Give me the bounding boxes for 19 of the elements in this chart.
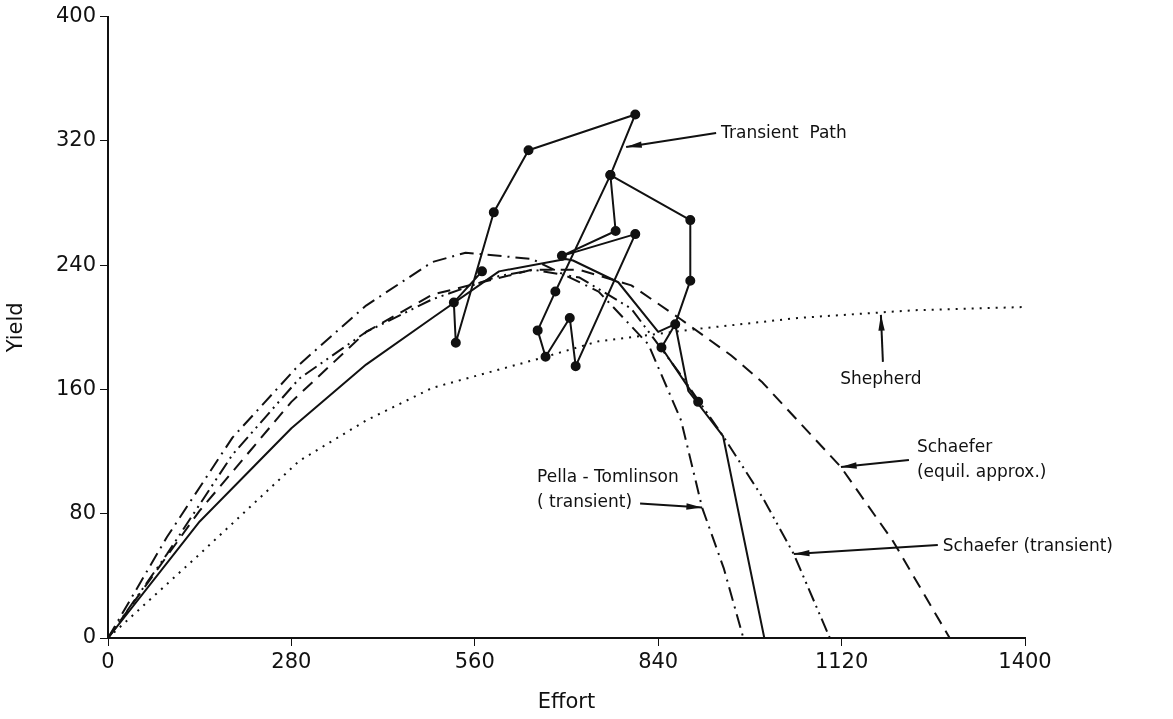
annotation: Transient Path	[720, 121, 847, 142]
annotation: Schaefer (equil. approx.)	[916, 435, 1047, 481]
x-tick-label: 1400	[998, 649, 1052, 674]
annotation: Schaefer (transient)	[942, 534, 1113, 555]
y-tick-label: 0	[82, 624, 96, 649]
y-tick-label: 320	[55, 127, 96, 152]
x-tick-label: 1120	[814, 649, 869, 674]
x-tick-label: 560	[454, 649, 495, 674]
annotation: Shepherd	[840, 368, 922, 389]
x-tick-label: 280	[271, 649, 312, 674]
x-tick-label: 840	[638, 649, 679, 674]
y-axis-title: Yield	[3, 302, 28, 354]
x-axis-title: Effort	[537, 688, 596, 713]
x-tick-label: 0	[101, 649, 115, 674]
y-tick-label: 80	[69, 500, 96, 525]
y-tick-label: 240	[55, 251, 96, 276]
y-tick-label: 400	[55, 3, 96, 28]
y-tick-label: 160	[55, 375, 96, 400]
annotation: Pella - Tomlinson ( transient)	[537, 465, 679, 511]
